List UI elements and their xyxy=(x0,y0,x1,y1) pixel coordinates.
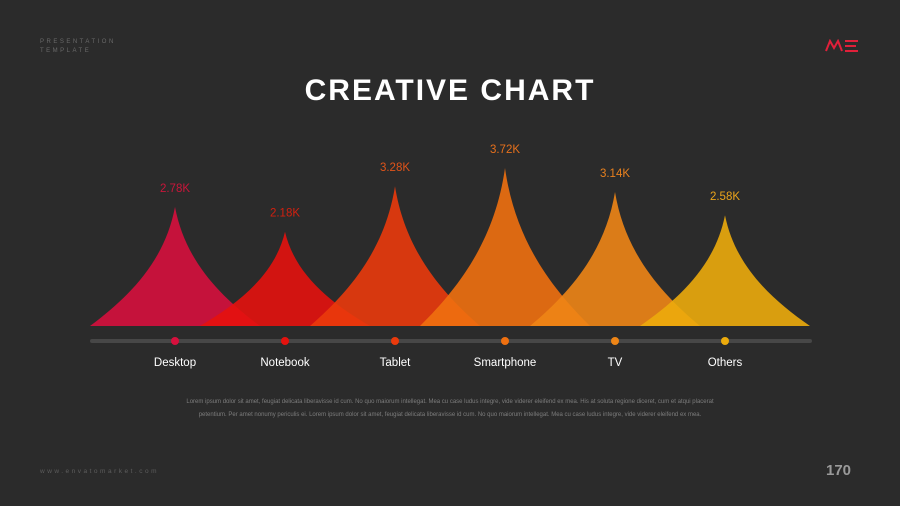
axis-marker xyxy=(391,337,399,345)
category-label: TV xyxy=(608,357,623,369)
axis-marker xyxy=(611,337,619,345)
value-label: 3.72K xyxy=(490,144,520,156)
description-text: Lorem ipsum dolor sit amet, feugiat deli… xyxy=(186,399,714,418)
page-number: 170 xyxy=(826,462,852,479)
creative-chart: 2.78K Desktop 2.18K Notebook 3.28K Tablet 3.72… xyxy=(90,144,812,369)
value-label: 2.58K xyxy=(710,191,740,203)
peak-notebook xyxy=(200,231,370,326)
category-label: Notebook xyxy=(260,357,309,369)
value-label: 3.14K xyxy=(600,168,630,180)
brand-line-2: TEMPLATE xyxy=(40,48,92,54)
peak-others xyxy=(640,215,810,326)
value-label: 2.78K xyxy=(160,183,190,195)
category-label: Others xyxy=(708,357,743,369)
axis-marker xyxy=(171,337,179,345)
peak-tv xyxy=(530,192,700,326)
brand-text: PRESENTATION TEMPLATE xyxy=(40,38,116,56)
category-label: Desktop xyxy=(154,357,196,369)
brand-line-1: PRESENTATION xyxy=(40,39,116,45)
page-title: CREATIVE CHART xyxy=(304,74,596,107)
value-label: 2.18K xyxy=(270,208,300,220)
logo-icon xyxy=(825,39,858,52)
value-label: 3.28K xyxy=(380,162,410,174)
peak-desktop xyxy=(90,206,260,326)
category-label: Tablet xyxy=(380,357,411,369)
axis-marker xyxy=(721,337,729,345)
axis-marker xyxy=(501,337,509,345)
axis-marker xyxy=(281,337,289,345)
peak-tablet xyxy=(310,186,480,326)
category-label: Smartphone xyxy=(474,357,537,369)
peak-smartphone xyxy=(420,167,590,326)
footer-url: www.envatomarket.com xyxy=(40,468,159,475)
